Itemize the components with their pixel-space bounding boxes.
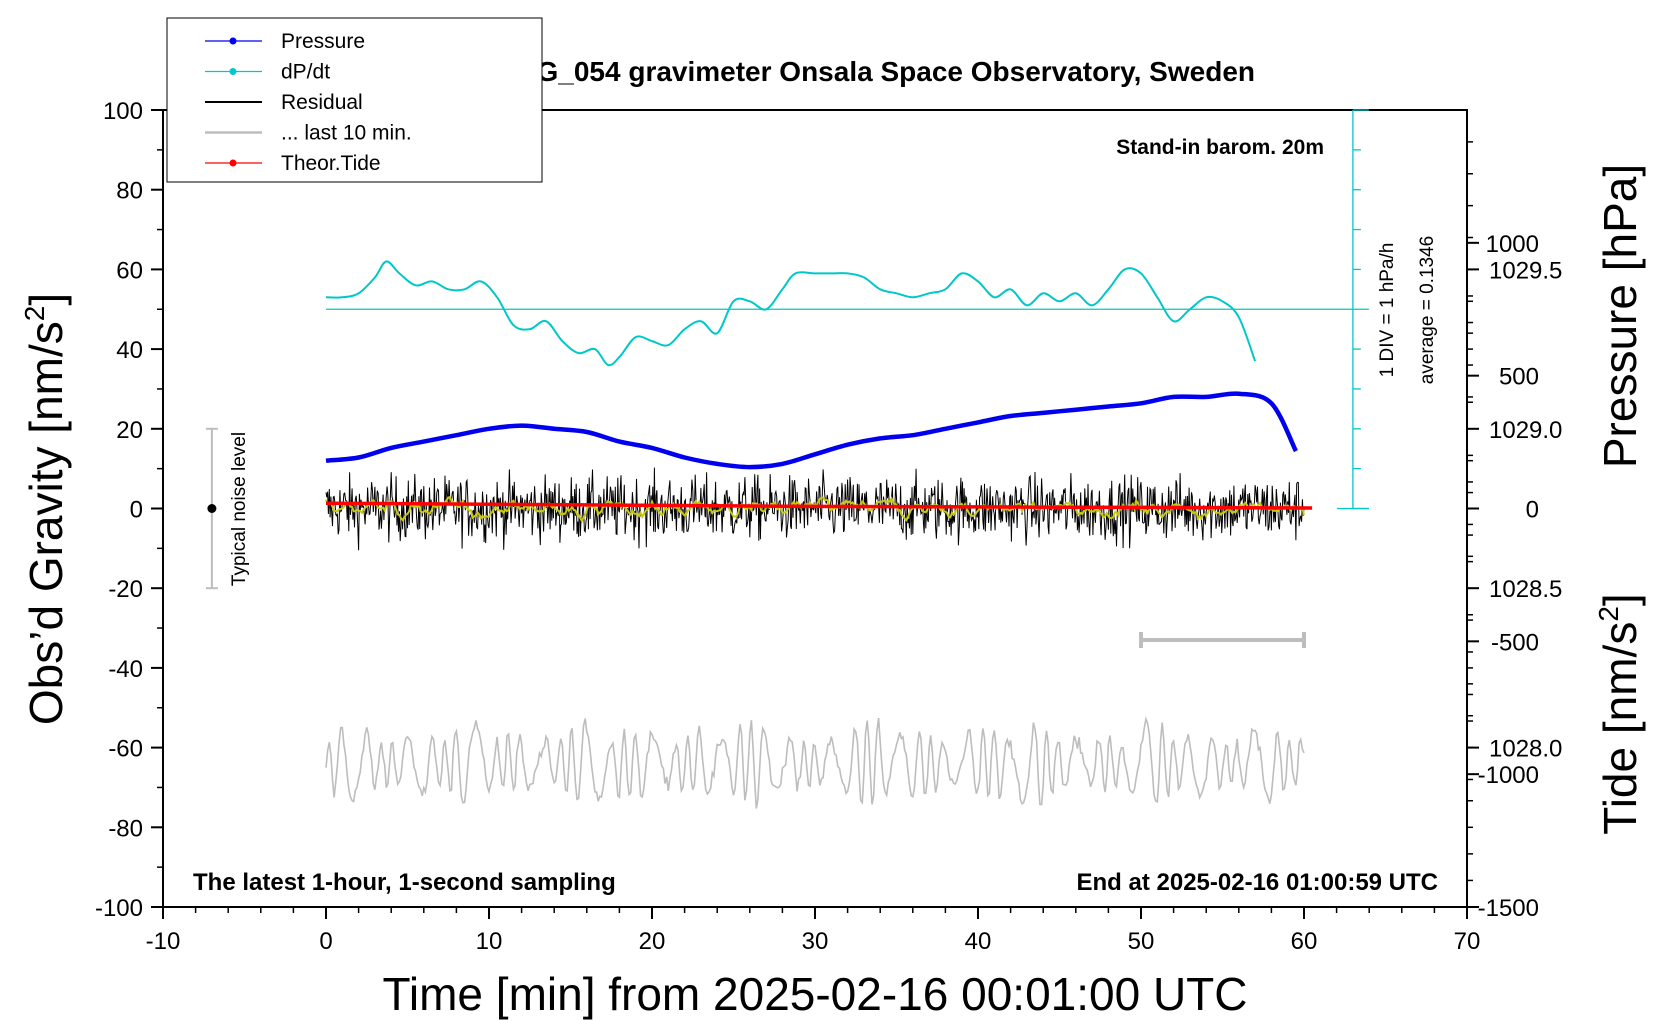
y-tick-label: -40 [108, 656, 143, 683]
tide-line [325, 501, 1313, 510]
y-tick-label: 40 [116, 337, 143, 364]
y-tick-label: 20 [116, 417, 143, 444]
tide-axis-ticks: 1000 500 0 -500 -1000 -1500 [1467, 231, 1539, 922]
pressure-axis-label: Pressure [hPa] [1594, 164, 1646, 468]
y-tick-label: -80 [108, 815, 143, 842]
x-axis-label: Time [min] from 2025-02-16 00:01:00 UTC [383, 968, 1248, 1020]
y-axis-ticks: 100 80 60 40 20 0 -20 -40 -60 -80 -100 [95, 98, 163, 922]
svg-text:Obs’d Gravity [nm/s2]: Obs’d Gravity [nm/s2] [19, 293, 72, 725]
dpdt-average-label: average = 0.1346 [1417, 236, 1438, 384]
dpdt-line [325, 260, 1257, 367]
noise-level-bar [205, 427, 218, 590]
pressure-line [325, 391, 1298, 470]
tide-tick-label: 500 [1499, 364, 1539, 391]
legend-marker [229, 68, 237, 75]
svg-text:Tide [nm/s2]: Tide [nm/s2] [1593, 593, 1646, 834]
tide-axis-label-sup: 2 [1593, 606, 1624, 622]
legend-label: dP/dt [281, 61, 330, 84]
tide-axis-label-tail: ] [1594, 593, 1646, 606]
residual-smoothed-series [325, 495, 1305, 524]
dpdt-series [325, 260, 1257, 367]
x-tick-label: 20 [639, 928, 666, 955]
y-axis-label-sup: 2 [19, 306, 50, 322]
tide-tick-label: -1000 [1478, 762, 1539, 789]
last-10-min-series [325, 716, 1305, 809]
x-tick-label: 40 [965, 928, 992, 955]
legend-box [166, 17, 543, 183]
x-tick-label: 60 [1291, 928, 1318, 955]
tide-tick-label: -500 [1491, 629, 1539, 656]
chart-title: SCG_054 gravimeter Onsala Space Observat… [498, 56, 1255, 87]
sampling-note: The latest 1-hour, 1-second sampling [193, 869, 616, 896]
legend-label: ... last 10 min. [281, 122, 412, 145]
dpdt-scale-axis [326, 109, 1369, 510]
y-tick-label: -100 [95, 895, 143, 922]
legend-label: Pressure [281, 30, 365, 53]
y-tick-label: 60 [116, 257, 143, 284]
residual-smoothed-line [325, 495, 1305, 524]
barometer-note: Stand-in barom. 20m [1116, 136, 1324, 159]
pressure-tick-label: 1028.0 [1489, 736, 1562, 763]
x-tick-label: 70 [1454, 928, 1481, 955]
legend-label: Residual [281, 91, 363, 114]
pressure-tick-label: 1029.0 [1489, 417, 1562, 444]
last-10-min-bar [1139, 632, 1306, 649]
tide-axis-label: Tide [nm/s [1594, 622, 1646, 835]
x-tick-label: 50 [1128, 928, 1155, 955]
y-tick-label: -20 [108, 576, 143, 603]
last-10-min-line [325, 716, 1305, 809]
pressure-axis-ticks: 1029.5 1029.0 1028.5 1028.0 [1467, 141, 1562, 781]
tide-tick-label: -1500 [1478, 895, 1539, 922]
y-axis-label: Obs’d Gravity [nm/s [20, 321, 72, 725]
legend-marker [229, 159, 237, 167]
end-time-note: End at 2025-02-16 01:00:59 UTC [1077, 869, 1439, 896]
x-tick-label: 10 [476, 928, 503, 955]
tide-tick-label: 0 [1526, 497, 1539, 524]
legend-marker [229, 37, 237, 45]
y-tick-label: 0 [130, 497, 143, 524]
pressure-series [325, 391, 1298, 470]
y-tick-label: -60 [108, 736, 143, 763]
noise-level-label: Typical noise level [229, 432, 250, 586]
x-tick-label: 30 [802, 928, 829, 955]
pressure-tick-label: 1029.5 [1489, 257, 1562, 284]
y-tick-label: 100 [103, 98, 143, 125]
x-axis-ticks: -10 0 10 20 30 40 50 60 70 [146, 907, 1481, 955]
legend: Pressure dP/dt Residual ... last 10 min. The… [166, 17, 543, 183]
y-tick-label: 80 [116, 178, 143, 205]
y-axis-label-tail: ] [20, 293, 72, 306]
pressure-tick-label: 1028.5 [1489, 576, 1562, 603]
theoretical-tide-series [325, 501, 1313, 510]
legend-label: Theor.Tide [281, 152, 381, 175]
x-tick-label: 0 [319, 928, 332, 955]
dpdt-scale-label: 1 DIV = 1 hPa/h [1377, 243, 1398, 378]
x-tick-label: -10 [146, 928, 181, 955]
noise-bar-center [207, 504, 217, 513]
tide-tick-label: 1000 [1486, 231, 1539, 258]
